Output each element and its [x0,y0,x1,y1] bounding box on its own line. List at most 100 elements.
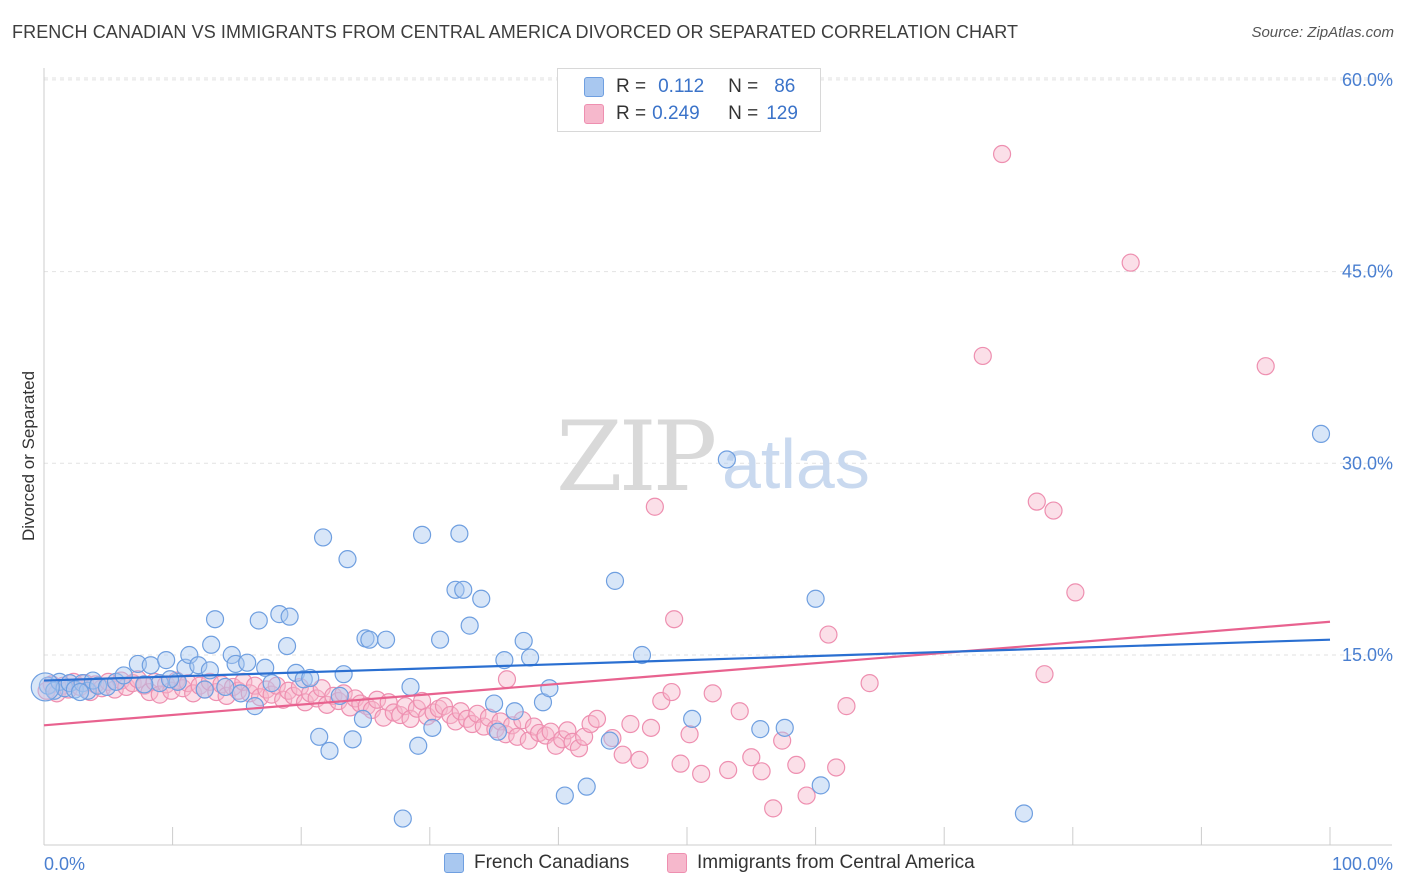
point-central-america [391,705,410,725]
point-central-america [837,697,856,716]
point-french-canadian [334,665,353,684]
point-french-canadian [488,722,508,741]
bottom-legend-label: Immigrants from Central America [697,852,975,873]
point-french-canadian [180,645,199,665]
point-central-america [603,728,622,748]
bottom-legend-french-canadians: French Canadians [444,852,629,874]
point-central-america [497,670,517,689]
point-central-america [558,721,577,740]
point-french-canadian [521,648,540,667]
point-central-america [474,717,493,736]
point-french-canadian [446,580,465,599]
x-tick-label-max: 100.0% [1332,854,1393,874]
y-tick-label: 60.0% [1342,70,1393,90]
point-french-canadian [460,616,479,635]
legend-swatch-pink [584,104,604,124]
point-french-canadian [495,651,514,670]
legend-n-value: 86 [774,76,796,97]
watermark-zip: ZIP [556,401,715,513]
grid-lines [44,77,1392,656]
point-central-america [719,760,738,780]
point-central-america [587,709,607,729]
point-french-canadian [128,654,147,674]
point-french-canadian [1014,804,1034,823]
point-central-america [1066,583,1085,602]
point-french-canadian [811,776,830,795]
point-central-america [645,497,664,516]
point-french-canadian [393,809,412,828]
point-french-canadian [412,525,432,544]
axes [43,68,1392,846]
point-french-canadian [231,684,250,703]
point-french-canadian [353,709,373,729]
bottom-swatch-pink [667,853,687,873]
point-french-canadian [472,589,491,608]
point-central-america [787,755,806,775]
point-french-canadian [423,718,442,737]
legend-r-value: 0.112 [658,76,705,97]
point-french-canadian [280,607,299,626]
point-central-america [680,725,699,744]
legend: R = 0.112 N = 86 R = 0.249 N = 129 [557,68,821,132]
point-french-canadian [150,674,169,693]
source-label: Source: ZipAtlas.com [1251,24,1394,41]
point-central-america [819,625,838,644]
legend-r-value: 0.249 [652,103,700,124]
bottom-legend-label: French Canadians [474,852,630,873]
trend-line-french-canadians [43,638,1331,682]
point-french-canadian [301,668,320,688]
point-french-canadian [205,610,225,629]
point-french-canadian [343,730,362,749]
point-central-america [519,731,538,750]
point-central-america [569,739,589,758]
point-french-canadian [683,709,702,729]
point-central-america [641,718,661,737]
point-french-canadian [505,702,524,721]
point-french-canadian [195,680,214,699]
point-central-america [797,786,816,805]
point-french-canadian [430,630,450,649]
legend-r-label: R = [616,103,647,124]
point-french-canadian [605,571,625,590]
point-french-canadian [632,645,652,665]
legend-row-french-canadians: R = 0.112 N = 86 [584,74,795,100]
point-central-america [652,691,671,711]
point-central-america [665,610,684,629]
point-french-canadian [202,635,221,654]
point-french-canadian [189,656,208,675]
point-french-canadian [717,450,736,469]
point-french-canadian [216,677,235,697]
point-french-canadian [222,645,241,665]
point-central-america [1044,501,1063,520]
legend-row-immigrants: R = 0.249 N = 129 [584,101,798,127]
point-french-canadian [485,694,504,713]
point-french-canadian [310,727,329,746]
point-central-america [429,699,448,718]
point-central-america [274,690,293,709]
point-central-america [671,754,690,773]
point-central-america [295,693,315,712]
point-central-america [1027,492,1046,511]
point-french-canadian [157,651,176,670]
point-central-america [662,682,681,702]
chart-title: FRENCH CANADIAN VS IMMIGRANTS FROM CENTR… [12,22,1019,42]
point-french-canadian [450,524,469,543]
point-central-america [613,745,632,764]
point-central-america [434,697,454,716]
trend-lines [43,620,1331,727]
point-french-canadian [277,636,297,656]
watermark-atlas: atlas [722,425,870,503]
point-central-america [317,695,337,714]
point-french-canadian [555,786,574,805]
point-central-america [730,702,749,721]
legend-n-value: 129 [766,103,798,124]
point-central-america [692,764,711,783]
bottom-legend-immigrants: Immigrants from Central America [667,852,975,874]
point-french-canadian [249,611,268,630]
bottom-swatch-blue [444,853,464,873]
legend-n-label: N = [728,76,759,97]
point-central-america [827,758,846,777]
point-french-canadian [376,630,396,649]
point-french-canadian [135,675,154,694]
point-french-canadian [262,674,281,693]
